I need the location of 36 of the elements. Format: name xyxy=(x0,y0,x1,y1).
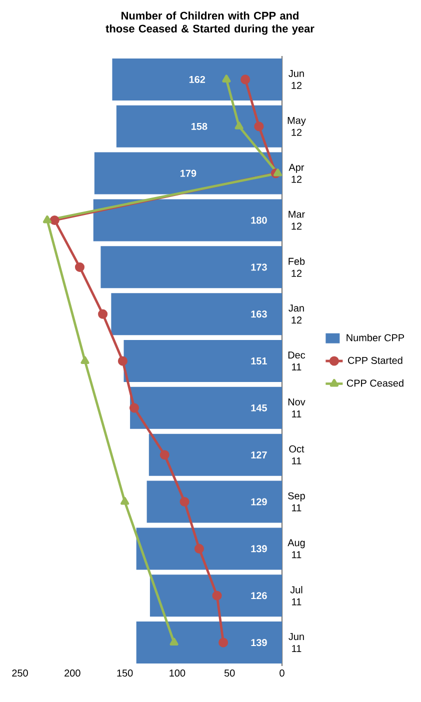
x-tick-label: 50 xyxy=(224,670,235,677)
data-label: 139 xyxy=(251,639,267,646)
data-label: 139 xyxy=(251,545,267,552)
data-label: 180 xyxy=(251,216,267,224)
data-label: 151 xyxy=(251,358,267,364)
x-tick-label: 150 xyxy=(117,670,133,677)
y-tick-label: Jun 12 xyxy=(288,70,304,89)
data-label: 162 xyxy=(189,76,206,83)
y-tick-label: May 12 xyxy=(288,116,306,136)
data-label: 145 xyxy=(251,404,267,412)
y-tick-label: Jul 11 xyxy=(290,586,302,606)
y-tick-label: Aug 11 xyxy=(288,539,305,558)
y-tick-label: Mar 12 xyxy=(288,210,305,230)
y-tick-label: Oct 11 xyxy=(289,445,304,464)
data-label: 158 xyxy=(192,122,208,130)
data-label: 126 xyxy=(251,592,267,600)
y-tick-label: Nov 11 xyxy=(288,398,306,418)
data-label: 127 xyxy=(251,451,267,458)
legend-label: Number CPP xyxy=(346,334,404,342)
y-tick-label: Jan 12 xyxy=(288,304,304,324)
x-tick-label: 100 xyxy=(170,670,186,677)
data-label: 129 xyxy=(251,498,267,506)
chart-title: Number of Children with CPP and those Ceased & Started during the year xyxy=(106,12,314,35)
x-tick-label: 200 xyxy=(64,670,80,677)
data-label: 173 xyxy=(251,264,267,271)
y-tick-label: Apr 12 xyxy=(288,164,304,183)
y-tick-label: Dec 11 xyxy=(288,352,306,370)
y-tick-label: Sep 11 xyxy=(288,492,305,512)
x-tick-label: 250 xyxy=(12,670,28,677)
data-label: 163 xyxy=(251,310,267,318)
x-tick-label: 0 xyxy=(280,670,284,677)
legend-label: CPP Ceased xyxy=(346,379,404,387)
legend-label: CPP Started xyxy=(348,356,402,364)
y-tick-label: Feb 12 xyxy=(288,258,305,277)
y-tick-label: Jun 11 xyxy=(288,633,304,652)
data-label: 179 xyxy=(180,170,196,177)
